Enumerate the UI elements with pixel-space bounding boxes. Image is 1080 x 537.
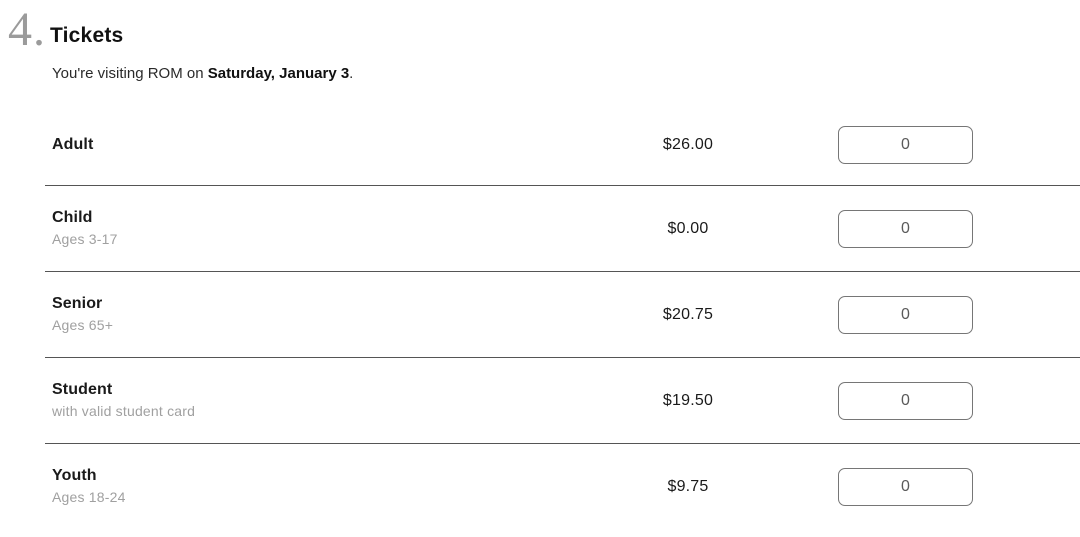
ticket-row-child: Child Ages 3-17 $0.00 (45, 185, 1080, 271)
ticket-type-label: Senior (52, 295, 103, 312)
ticket-price: $0.00 (667, 219, 709, 237)
ticket-quantity-input-child[interactable] (838, 209, 973, 248)
visit-summary: You're visiting ROM on Saturday, January… (52, 65, 1080, 82)
ticket-quantity-input-youth[interactable] (838, 467, 973, 506)
section-title: Tickets (50, 24, 124, 47)
visit-summary-suffix: . (349, 65, 354, 82)
ticket-type-description: with valid student card (52, 403, 196, 419)
ticket-type-label: Youth (52, 467, 97, 484)
ticket-price: $9.75 (667, 477, 709, 495)
ticket-price: $19.50 (662, 391, 714, 409)
ticket-list: Adult $26.00 Child Ages 3-17 $0.00 Senio… (45, 105, 1080, 529)
ticket-type-label: Adult (52, 136, 94, 153)
ticket-info: Student with valid student card (52, 379, 613, 422)
ticket-type-label: Child (52, 209, 93, 226)
step-number: 4. (8, 3, 46, 56)
ticket-price: $20.75 (662, 305, 714, 323)
ticket-type-description: Ages 3-17 (52, 231, 118, 247)
ticket-quantity-input-senior[interactable] (838, 295, 973, 334)
ticket-quantity-input-student[interactable] (838, 381, 973, 420)
ticket-row-senior: Senior Ages 65+ $20.75 (45, 271, 1080, 357)
ticket-quantity-input-adult[interactable] (838, 126, 973, 164)
ticket-type-label: Student (52, 381, 113, 398)
ticket-row-adult: Adult $26.00 (45, 105, 1080, 185)
visit-date: Saturday, January 3 (207, 65, 350, 82)
ticket-type-description: Ages 18-24 (52, 489, 126, 505)
ticket-info: Adult (52, 134, 613, 156)
ticket-info: Youth Ages 18-24 (52, 465, 613, 508)
ticket-info: Child Ages 3-17 (52, 207, 613, 250)
ticket-type-description: Ages 65+ (52, 317, 114, 333)
ticket-info: Senior Ages 65+ (52, 293, 613, 336)
ticket-row-youth: Youth Ages 18-24 $9.75 (45, 443, 1080, 529)
ticket-row-student: Student with valid student card $19.50 (45, 357, 1080, 443)
ticket-price: $26.00 (662, 136, 714, 153)
tickets-section-header: 4. Tickets (0, 0, 1080, 54)
visit-summary-prefix: You're visiting ROM on (52, 65, 208, 82)
